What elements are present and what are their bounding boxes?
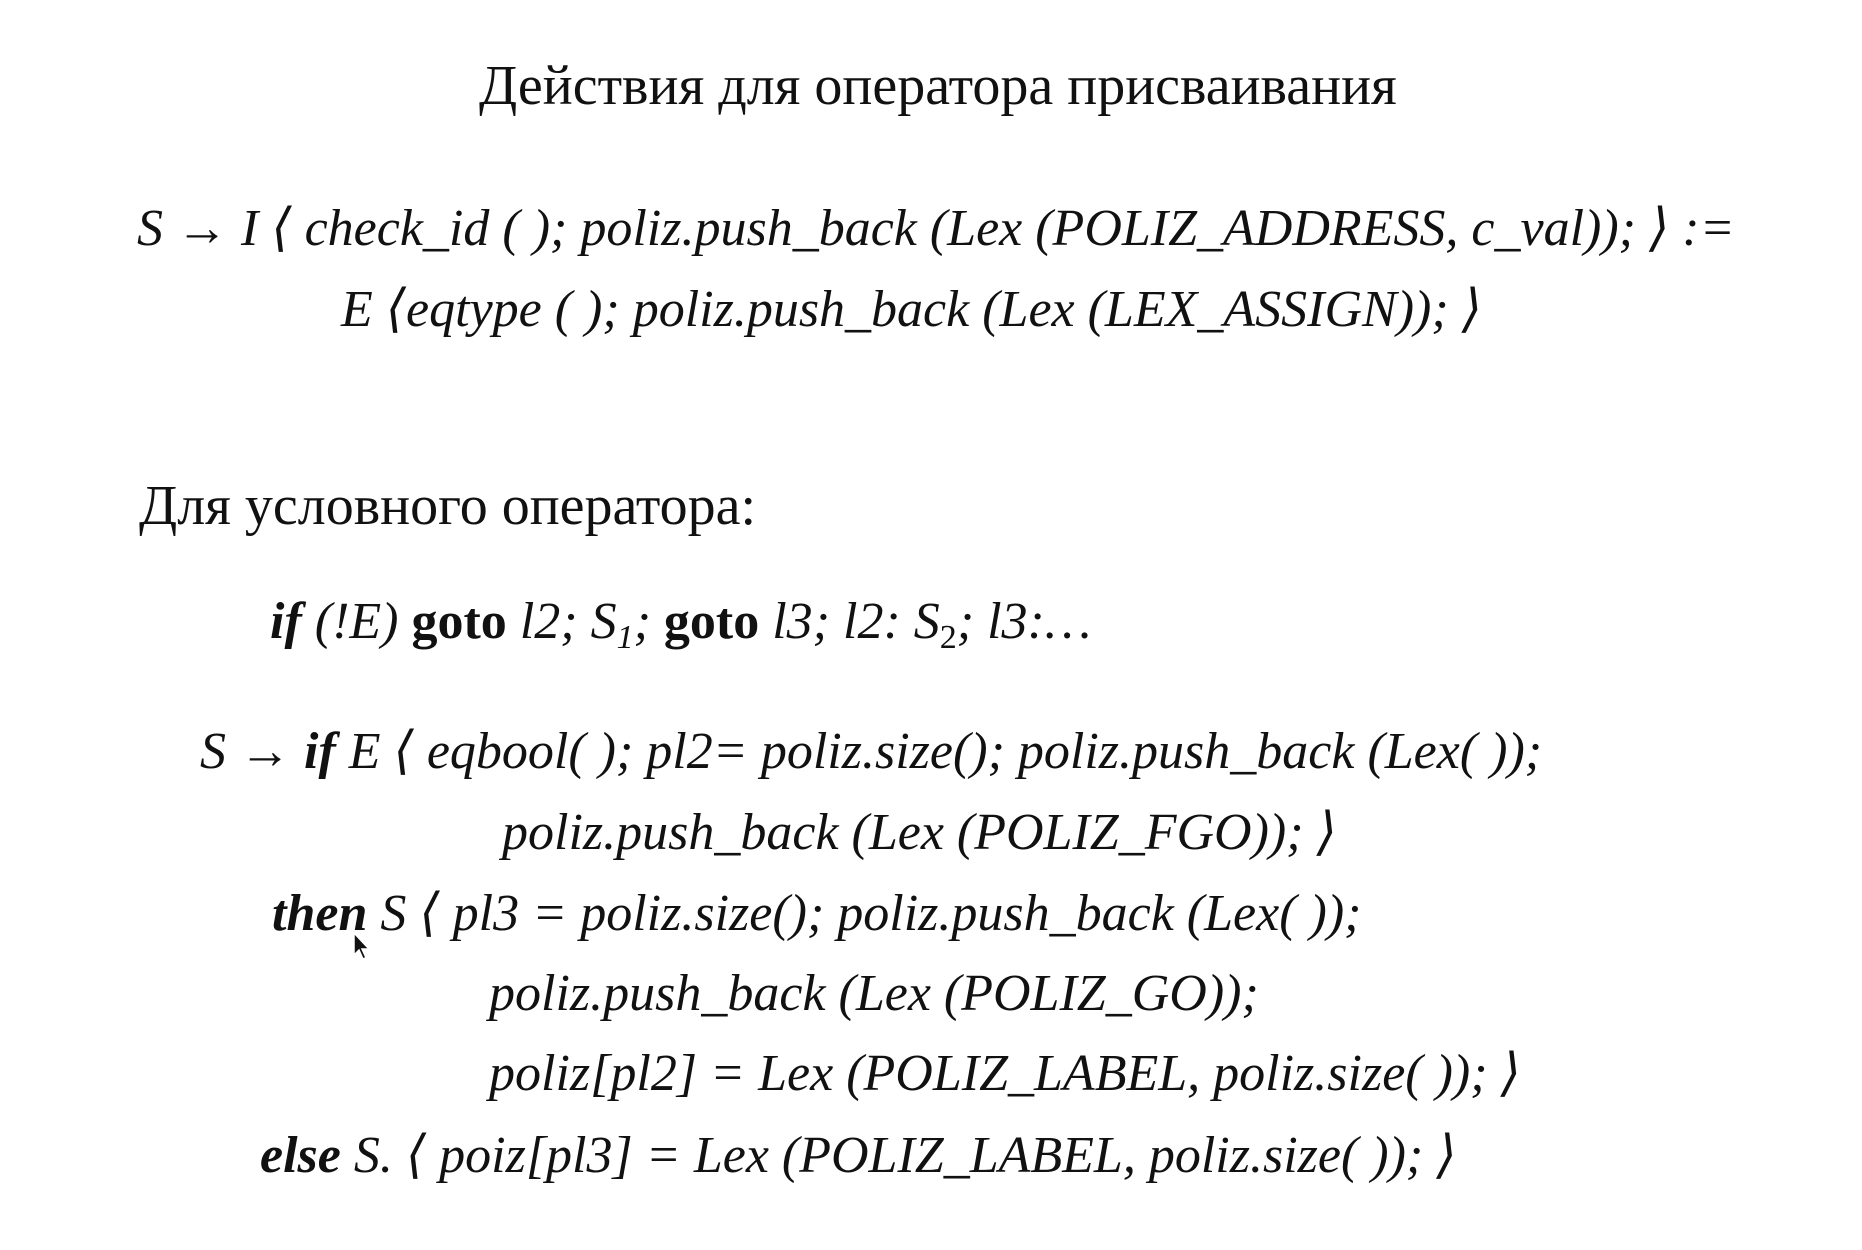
keyword-then: then	[272, 885, 368, 942]
keyword-if: if	[304, 723, 336, 780]
keyword-goto: goto	[411, 593, 507, 650]
if-rule-text-6: S. ⟨ poiz[pl3] = Lex (POLIZ_LABEL, poliz…	[340, 1127, 1457, 1184]
if-rule-line-6: else S. ⟨ poiz[pl3] = Lex (POLIZ_LABEL, …	[260, 1130, 1457, 1182]
if-rule-line-1: S → if E ⟨ eqbool( ); pl2= poliz.size();…	[200, 726, 1542, 778]
goto-form: if (!E) goto l2; S1; goto l3; l2: S2; l3…	[270, 596, 1091, 655]
keyword-if: if	[270, 593, 302, 650]
goto-text-3: ; l3:…	[956, 593, 1092, 650]
slide-title: Действия для оператора присваивания	[479, 55, 1397, 117]
if-rule-text-3: S ⟨ pl3 = poliz.size(); poliz.push_back …	[367, 885, 1362, 942]
conditional-heading: Для условного оператора:	[139, 475, 757, 537]
goto-text-1: l2; S	[506, 593, 617, 650]
mouse-pointer-icon	[353, 932, 371, 961]
keyword-else: else	[260, 1127, 341, 1184]
keyword-goto: goto	[663, 593, 760, 650]
if-rule-line-4: poliz.push_back (Lex (POLIZ_GO));	[489, 965, 1259, 1022]
if-rule-prefix: S →	[200, 723, 304, 780]
goto-separator: ;	[633, 593, 664, 650]
goto-condition: (!E)	[301, 593, 412, 650]
if-rule-text-1: E ⟨ eqbool( ); pl2= poliz.size(); poliz.…	[335, 723, 1543, 780]
goto-text-2: l3; l2: S	[759, 593, 940, 650]
assign-rule-line-1: S → I ⟨ check_id ( ); poliz.push_back (L…	[137, 200, 1735, 257]
assign-rule-line-2: E ⟨eqtype ( ); poliz.push_back (Lex (LEX…	[341, 281, 1482, 338]
if-rule-line-5: poliz[pl2] = Lex (POLIZ_LABEL, poliz.siz…	[489, 1045, 1521, 1102]
subscript-1: 1	[616, 619, 634, 656]
subscript-2: 2	[939, 619, 957, 656]
if-rule-line-2: poliz.push_back (Lex (POLIZ_FGO)); ⟩	[502, 804, 1337, 861]
if-rule-line-3: then S ⟨ pl3 = poliz.size(); poliz.push_…	[272, 888, 1361, 940]
